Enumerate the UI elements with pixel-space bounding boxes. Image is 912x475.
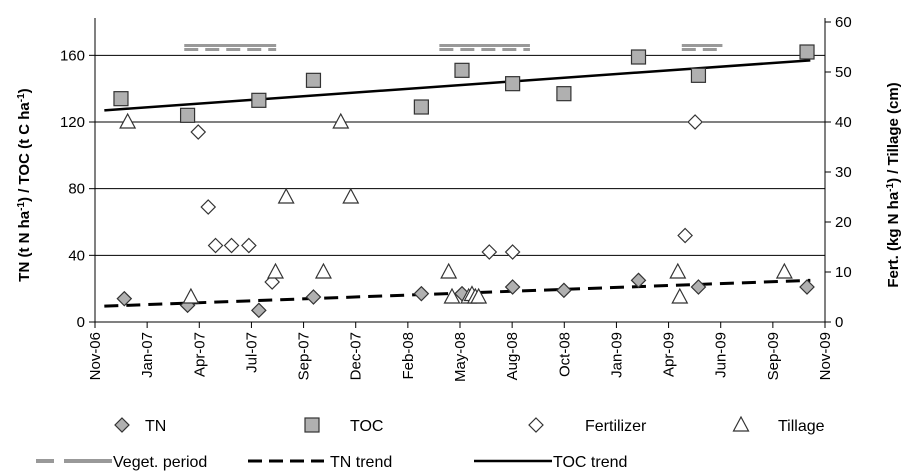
toc-point xyxy=(505,76,521,92)
y-right-tick-label: 60 xyxy=(835,14,852,31)
toc-point xyxy=(413,99,429,115)
fertilizer-point xyxy=(207,237,224,254)
fertilizer-point xyxy=(200,199,217,215)
x-tick-label: Jul-07 xyxy=(243,332,260,373)
x-tick-label: Feb-08 xyxy=(400,332,417,380)
tn-point xyxy=(116,290,133,307)
y-left-tick-label: 80 xyxy=(68,181,85,198)
y-axis-right-title: Fert. (kg N ha-1) / Tillage (cm) xyxy=(885,82,903,287)
tn-point xyxy=(799,279,815,295)
fertilizer-point xyxy=(190,124,207,140)
x-tick-label: Jan-07 xyxy=(139,332,156,378)
tn-point xyxy=(690,279,707,295)
legend-marker xyxy=(304,417,320,433)
x-tick-label: Sep-07 xyxy=(296,332,313,380)
y-right-tick-label: 20 xyxy=(835,214,852,231)
legend-marker xyxy=(528,417,544,433)
tillage-point xyxy=(470,287,488,304)
x-tick-label: Jun-09 xyxy=(713,332,730,378)
x-tick-label: Oct-08 xyxy=(556,332,573,377)
tillage-point xyxy=(342,187,360,204)
tillage-point xyxy=(266,262,285,279)
veget-period-bar xyxy=(439,44,530,51)
legend-label: TOC trend xyxy=(553,454,627,471)
toc-point xyxy=(251,92,267,108)
toc-point xyxy=(454,62,470,78)
y-left-tick-label: 40 xyxy=(68,247,85,264)
tillage-point xyxy=(775,262,793,279)
fertilizer-point xyxy=(241,237,257,254)
data-markers xyxy=(113,44,815,319)
tillage-point xyxy=(440,262,458,279)
toc-point xyxy=(690,67,707,83)
tn-point xyxy=(305,289,322,305)
veget-period-bars xyxy=(184,44,723,51)
veget-period-bar xyxy=(681,44,723,51)
legend-marker xyxy=(732,415,750,432)
tn-point xyxy=(556,282,572,299)
y-left-tick-label: 0 xyxy=(77,314,85,331)
x-tick-label: Apr-07 xyxy=(191,332,208,377)
legend-label: TN trend xyxy=(330,454,392,471)
legend-label: Veget. period xyxy=(113,454,207,471)
toc-point xyxy=(556,86,572,102)
x-tick-label: Dec-07 xyxy=(348,332,365,380)
fertilizer-point xyxy=(504,244,521,260)
toc-point xyxy=(630,49,647,65)
tillage-point xyxy=(119,112,137,129)
tillage-point xyxy=(332,112,350,129)
toc-point xyxy=(113,91,129,107)
x-tick-label: Aug-08 xyxy=(504,332,521,380)
y-left-tick-label: 120 xyxy=(60,114,85,131)
y-right-tick-label: 40 xyxy=(835,114,852,131)
legend-label: TN xyxy=(145,418,166,435)
y-right-tick-label: 10 xyxy=(835,264,852,281)
axes: 0 40 80 120 160 0 10 20 30 40 50 60 Nov-06 Jan-07 Apr-… xyxy=(60,14,852,382)
x-tick-label: Nov-09 xyxy=(817,332,834,380)
tillage-point xyxy=(314,262,332,279)
y-axis-left-title: TN (t N ha-1) / TOC (t C ha-1) xyxy=(16,88,34,281)
x-tick-label: Nov-06 xyxy=(87,332,104,380)
veget-period-bar xyxy=(184,44,277,51)
tn-point xyxy=(251,302,267,319)
y-left-tick-label: 160 xyxy=(60,47,85,64)
legend-label: Tillage xyxy=(778,418,825,435)
y-right-tick-label: 30 xyxy=(835,164,852,181)
legend-label: Fertilizer xyxy=(585,418,647,435)
fertilizer-point xyxy=(481,244,498,260)
toc-point xyxy=(305,72,322,88)
legend: TN TOC Fertilizer Tillage Veget. period TN tr… xyxy=(36,415,825,471)
y-right-tick-label: 50 xyxy=(835,64,852,81)
legend-label: TOC xyxy=(350,418,383,435)
y-right-tick-label: 0 xyxy=(835,314,843,331)
tillage-point xyxy=(443,287,461,304)
x-tick-label: Apr-09 xyxy=(661,332,678,377)
tillage-point xyxy=(182,287,200,304)
toc-point xyxy=(799,44,815,60)
trend-lines xyxy=(104,59,811,308)
tillage-point xyxy=(669,262,687,279)
toc-point xyxy=(179,107,196,123)
gridlines xyxy=(95,54,825,256)
fertilizer-point xyxy=(677,227,693,244)
x-tick-label: Jan-09 xyxy=(608,332,625,378)
x-tick-label: May-08 xyxy=(452,332,469,382)
tn-point xyxy=(630,272,647,289)
legend-marker xyxy=(114,417,130,433)
tn-point xyxy=(504,279,521,295)
fertilizer-point xyxy=(687,114,703,130)
tn-point xyxy=(413,285,430,302)
tillage-point xyxy=(671,287,689,304)
fertilizer-point xyxy=(223,237,240,254)
x-tick-label: Sep-09 xyxy=(765,332,782,380)
tillage-point xyxy=(277,187,295,204)
